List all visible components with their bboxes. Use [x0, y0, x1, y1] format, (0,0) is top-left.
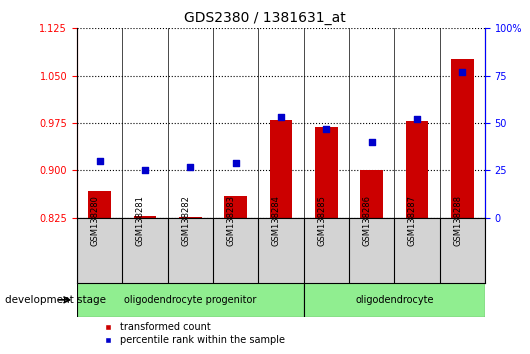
Text: GSM138284: GSM138284	[272, 195, 281, 246]
Bar	[304, 283, 485, 317]
Text: oligodendrocyte progenitor: oligodendrocyte progenitor	[124, 295, 257, 305]
Bar	[179, 217, 201, 218]
Text: development stage: development stage	[5, 295, 107, 305]
Point	[95, 158, 104, 164]
Text: GSM138288: GSM138288	[453, 195, 462, 246]
Bar	[77, 283, 304, 317]
Text: GSM138282: GSM138282	[181, 195, 190, 246]
Text: GSM138285: GSM138285	[317, 195, 326, 246]
Bar	[360, 170, 383, 218]
Text: oligodendrocyte: oligodendrocyte	[355, 295, 434, 305]
Text: GSM138283: GSM138283	[226, 195, 235, 246]
Point	[458, 69, 466, 75]
Bar	[224, 196, 247, 218]
Bar	[315, 127, 338, 218]
Point	[231, 160, 240, 166]
Legend: transformed count, percentile rank within the sample: transformed count, percentile rank withi…	[100, 319, 289, 349]
Text: GSM138281: GSM138281	[136, 195, 145, 246]
Text: GSM138280: GSM138280	[91, 195, 100, 246]
Point	[367, 139, 376, 145]
Bar	[88, 190, 111, 218]
Bar	[451, 59, 474, 218]
Bar	[134, 216, 156, 218]
Text: GDS2380 / 1381631_at: GDS2380 / 1381631_at	[184, 11, 346, 25]
Point	[277, 114, 285, 120]
Point	[413, 116, 421, 122]
Point	[140, 167, 149, 173]
Text: GSM138286: GSM138286	[363, 195, 372, 246]
Text: GSM138287: GSM138287	[408, 195, 417, 246]
Point	[322, 126, 331, 132]
Bar	[405, 121, 428, 218]
Point	[186, 164, 195, 170]
Bar	[270, 120, 292, 218]
